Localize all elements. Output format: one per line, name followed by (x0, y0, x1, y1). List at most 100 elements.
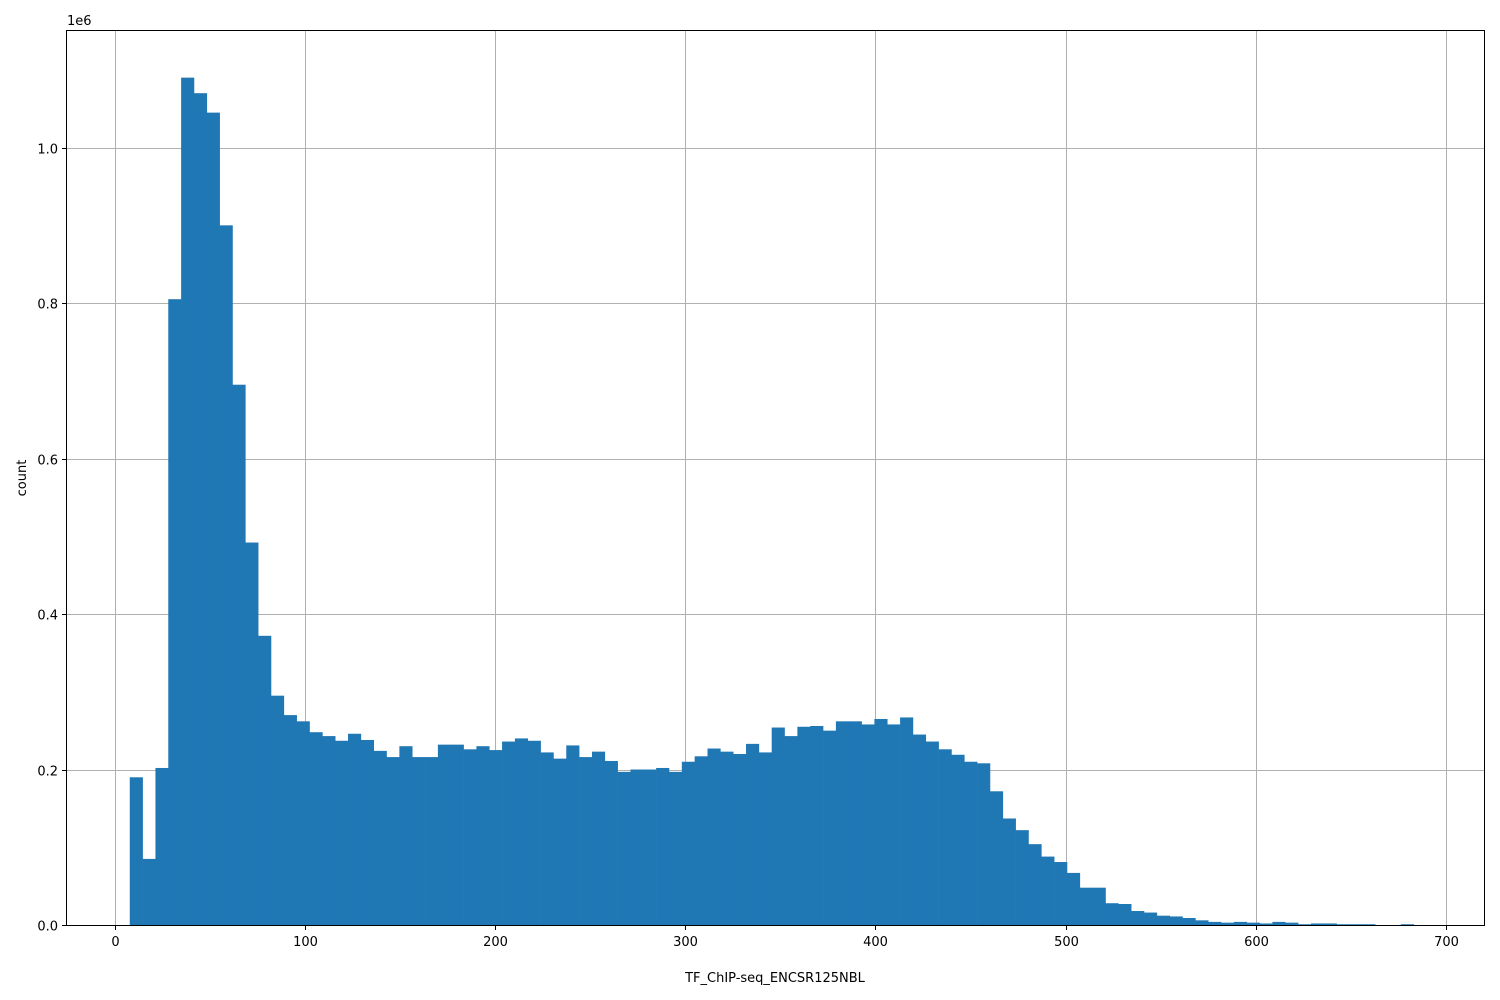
x-tick-label: 400 (863, 935, 888, 950)
histogram-bar (1054, 862, 1068, 925)
histogram-bar (553, 758, 567, 925)
histogram-bar (1079, 887, 1093, 925)
histogram-bar (1246, 922, 1260, 925)
histogram-bar (848, 721, 862, 925)
histogram-bar (1195, 920, 1209, 925)
histogram-bar (579, 757, 593, 925)
histogram-bar (733, 753, 747, 925)
histogram-bar (1272, 921, 1286, 925)
histogram-bar (1118, 904, 1132, 925)
x-tick-label: 600 (1244, 935, 1269, 950)
histogram-bar (810, 725, 824, 925)
histogram-bar (489, 750, 503, 925)
histogram-bar (656, 767, 670, 925)
histogram-bar (707, 748, 721, 925)
histogram-bar (1002, 818, 1016, 925)
histogram-bar (784, 736, 798, 925)
histogram-bars (129, 77, 1414, 926)
x-axis-ticks: 0 100 200 300 400 500 600 700 (111, 925, 1459, 950)
histogram-bar (797, 726, 811, 925)
histogram-bar (270, 695, 285, 925)
y-multiplier-label: 1e6 (67, 14, 92, 29)
plot-frame (66, 30, 1485, 926)
histogram-bar (1233, 921, 1248, 925)
histogram-bar (283, 715, 297, 925)
histogram-bar (206, 112, 220, 925)
histogram-bar (360, 739, 374, 925)
histogram-bar (476, 746, 490, 925)
histogram-bar (1310, 923, 1325, 925)
histogram-bar (1323, 923, 1337, 925)
histogram-bar (348, 733, 362, 925)
histogram-bar (1015, 830, 1029, 925)
histogram-bar (566, 745, 580, 925)
histogram-bar (630, 769, 644, 925)
histogram-bar (412, 757, 426, 925)
histogram-bar (258, 635, 272, 925)
histogram-bar (771, 727, 785, 925)
histogram-bar (912, 734, 927, 925)
histogram-bar (399, 746, 413, 925)
grid-lines (67, 31, 1484, 926)
histogram-bar (861, 724, 875, 925)
histogram-bar (335, 740, 349, 925)
histogram-bar (1066, 872, 1081, 925)
y-tick-label: 0.0 (37, 920, 58, 935)
histogram-bar (425, 757, 439, 925)
histogram-bar (181, 77, 195, 925)
histogram-bar (1092, 887, 1106, 925)
histogram-bar (1349, 924, 1363, 925)
histogram-bar (540, 752, 554, 925)
histogram-bar (296, 721, 310, 925)
y-tick-label: 0.4 (37, 609, 58, 624)
histogram-bar (1208, 921, 1222, 925)
histogram-bar (604, 760, 618, 925)
histogram-bar (1169, 916, 1183, 925)
histogram-bar (1105, 903, 1119, 925)
histogram-bar (1221, 922, 1235, 925)
x-tick-label: 500 (1054, 935, 1079, 950)
histogram-bar (823, 730, 837, 925)
x-tick-label: 700 (1434, 935, 1459, 950)
x-tick-label: 200 (483, 935, 508, 950)
x-tick-label: 0 (111, 935, 119, 950)
histogram-bar (502, 741, 516, 925)
histogram-bar (938, 749, 952, 925)
histogram-bar (1400, 924, 1414, 925)
histogram-bar (643, 769, 657, 925)
histogram-bar (373, 750, 387, 925)
histogram-bar (1041, 856, 1055, 925)
histogram-bar (1285, 922, 1299, 925)
histogram-bar (527, 740, 541, 925)
histogram-bar (617, 771, 631, 925)
histogram-bar (1362, 924, 1376, 925)
histogram-bar (925, 741, 939, 925)
histogram-bar (1259, 923, 1273, 925)
histogram-bar (668, 771, 683, 925)
histogram-bar (322, 736, 336, 925)
y-axis-ticks: 0.0 0.2 0.4 0.6 0.8 1.0 (37, 143, 67, 935)
y-tick-label: 1.0 (37, 143, 58, 158)
histogram-bar (514, 738, 529, 925)
histogram-bar (1144, 912, 1158, 925)
y-tick-label: 0.8 (37, 298, 58, 313)
histogram-bar (437, 744, 452, 925)
histogram-bar (694, 756, 708, 925)
histogram-bar (681, 761, 695, 925)
histogram-bar (1156, 915, 1170, 925)
x-axis-label: TF_ChIP-seq_ENCSR125NBL (684, 971, 866, 986)
histogram-bar (193, 93, 208, 926)
histogram-bar (155, 767, 169, 925)
histogram-bar (245, 542, 259, 925)
histogram-bar (142, 858, 156, 925)
histogram-bar (591, 751, 606, 925)
histogram-bar (720, 751, 734, 925)
histogram-bar (232, 384, 246, 926)
histogram-bar (1298, 924, 1312, 925)
histogram-bar (219, 225, 233, 925)
histogram-bar (887, 724, 901, 925)
histogram-bar (758, 752, 772, 925)
histogram-bar (900, 717, 914, 925)
y-axis-label: count (15, 460, 30, 497)
